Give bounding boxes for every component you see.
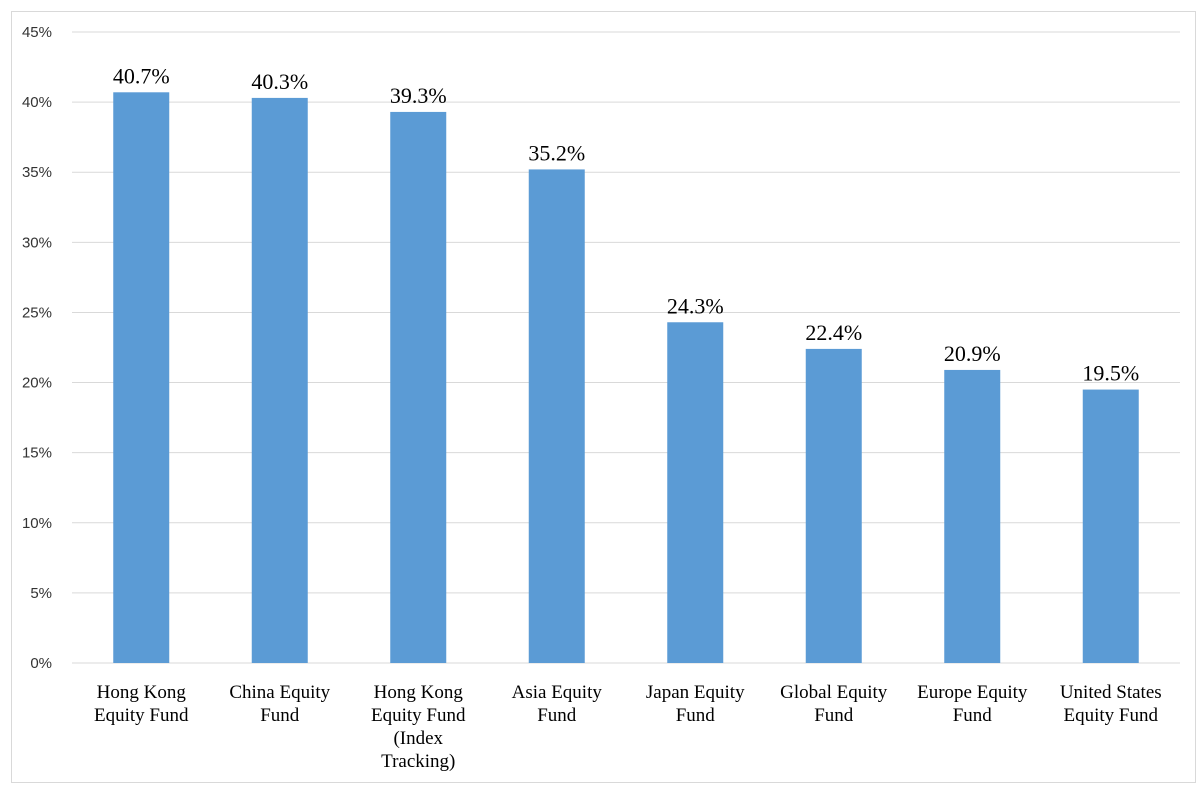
x-category-label-line: Global Equity (780, 682, 888, 703)
bar (667, 322, 724, 663)
x-category-label-line: Fund (676, 705, 716, 726)
y-tick-label: 40% (22, 94, 52, 111)
x-category-label-line: Equity Fund (371, 705, 466, 726)
bar-data-label: 39.3% (390, 83, 447, 108)
x-category-label: Asia Equity Fund (512, 682, 603, 726)
bar-data-label: 40.3% (251, 69, 308, 94)
y-tick-label: 35% (22, 164, 52, 181)
x-category-label-line: Tracking) (381, 751, 455, 772)
x-category-label-line: Japan Equity (646, 682, 745, 703)
y-tick-label: 45% (22, 24, 52, 41)
bar (1082, 389, 1139, 663)
x-category-label: China Equity Fund (229, 682, 330, 726)
bar-data-label: 22.4% (805, 320, 862, 345)
y-tick-label: 5% (30, 585, 52, 602)
bar (113, 92, 170, 664)
bar (528, 169, 585, 663)
y-tick-label: 30% (22, 234, 52, 251)
x-category-label: Hong Kong Equity Fund (Index Tracking) (371, 682, 466, 772)
x-category-label-line: Asia Equity (512, 682, 603, 703)
y-axis: 0% 5% 10% 15% 20% 25% 30% 35% 40% 45% (22, 24, 52, 672)
y-tick-label: 25% (22, 304, 52, 321)
y-tick-label: 20% (22, 375, 52, 392)
x-category-label: Global Equity Fund (780, 682, 888, 726)
x-category-label-line: (Index (393, 728, 443, 749)
bar-data-label: 20.9% (944, 341, 1001, 366)
x-category-label-line: Fund (537, 705, 577, 726)
x-category-label: Europe Equity Fund (917, 682, 1028, 726)
x-category-label: Hong Kong Equity Fund (94, 682, 189, 726)
x-category-label-line: Fund (814, 705, 854, 726)
bars (113, 92, 1139, 664)
x-category-label-line: Equity Fund (94, 705, 189, 726)
x-category-label-line: United States (1060, 682, 1162, 703)
gridlines (72, 31, 1180, 664)
y-tick-label: 10% (22, 515, 52, 532)
bar (944, 369, 1001, 663)
x-category-label-line: Equity Fund (1064, 705, 1159, 726)
x-category-label-line: China Equity (229, 682, 330, 703)
bar (390, 111, 447, 664)
bar-data-label: 24.3% (667, 293, 724, 318)
bar-data-label: 35.2% (528, 140, 585, 165)
x-category-label: Japan Equity Fund (646, 682, 745, 726)
bar (805, 348, 862, 663)
x-category-label-line: Hong Kong (374, 682, 464, 703)
x-category-label: United States Equity Fund (1060, 682, 1162, 726)
bar (251, 97, 308, 664)
x-category-label-line: Hong Kong (97, 682, 187, 703)
data-labels: 40.7% 40.3% 39.3% 35.2% 24.3% 22.4% 20.9% 19.5% (113, 63, 1139, 385)
bar-data-label: 40.7% (113, 63, 170, 88)
y-tick-label: 15% (22, 445, 52, 462)
x-category-label-line: Fund (260, 705, 300, 726)
y-tick-label: 0% (30, 655, 52, 672)
bar-data-label: 19.5% (1082, 361, 1139, 386)
x-category-label-line: Fund (953, 705, 993, 726)
x-category-label-line: Europe Equity (917, 682, 1028, 703)
